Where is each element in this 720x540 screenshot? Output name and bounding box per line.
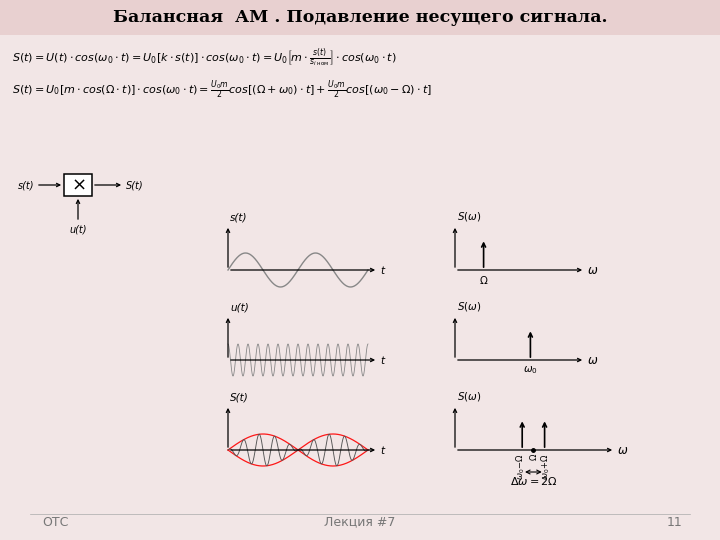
Text: ОТС: ОТС: [42, 516, 68, 529]
Text: $\omega_0\!-\!\Omega$: $\omega_0\!-\!\Omega$: [515, 453, 528, 480]
Text: $\omega$: $\omega$: [587, 354, 598, 367]
Text: $S(\omega)$: $S(\omega)$: [457, 210, 482, 223]
Text: $S( t ) = U_0\left[ m \cdot cos(\Omega \cdot t)\right] \cdot cos(\omega_0 \cdot : $S( t ) = U_0\left[ m \cdot cos(\Omega \…: [12, 78, 432, 101]
Text: u(t): u(t): [230, 303, 248, 313]
Text: $\Delta\omega = 2\Omega$: $\Delta\omega = 2\Omega$: [510, 475, 557, 487]
Text: s(t): s(t): [230, 213, 248, 223]
Text: $S(\omega)$: $S(\omega)$: [457, 300, 482, 313]
Text: $\omega_0\!+\!\Omega$: $\omega_0\!+\!\Omega$: [539, 453, 552, 480]
Text: $\Omega$: $\Omega$: [528, 453, 539, 461]
Text: $\omega$: $\omega$: [587, 264, 598, 276]
Text: $\times$: $\times$: [71, 176, 85, 193]
Text: S(t): S(t): [126, 180, 143, 190]
Text: $\omega$: $\omega$: [617, 443, 629, 456]
Text: $S( t ) = U( t ) \cdot cos(\omega_0 \cdot t) = U_0\left[ k \cdot s( t )\right] \: $S( t ) = U( t ) \cdot cos(\omega_0 \cdo…: [12, 46, 397, 69]
Text: $t$: $t$: [380, 264, 387, 276]
Text: Лекция #7: Лекция #7: [324, 516, 396, 529]
Text: $t$: $t$: [380, 444, 387, 456]
Text: S(t): S(t): [230, 393, 248, 403]
Text: u(t): u(t): [69, 224, 86, 234]
Text: $\omega_0$: $\omega_0$: [523, 364, 538, 376]
Text: s(t): s(t): [17, 180, 34, 190]
Bar: [0, 0, 720, 35]
Text: $S(\omega)$: $S(\omega)$: [457, 390, 482, 403]
Text: 11: 11: [667, 516, 683, 529]
Text: Балансная  АМ . Подавление несущего сигнала.: Балансная АМ . Подавление несущего сигна…: [113, 10, 607, 26]
Text: $\Omega$: $\Omega$: [479, 274, 488, 286]
Text: $t$: $t$: [380, 354, 387, 366]
Bar: [64, 174, 92, 196]
